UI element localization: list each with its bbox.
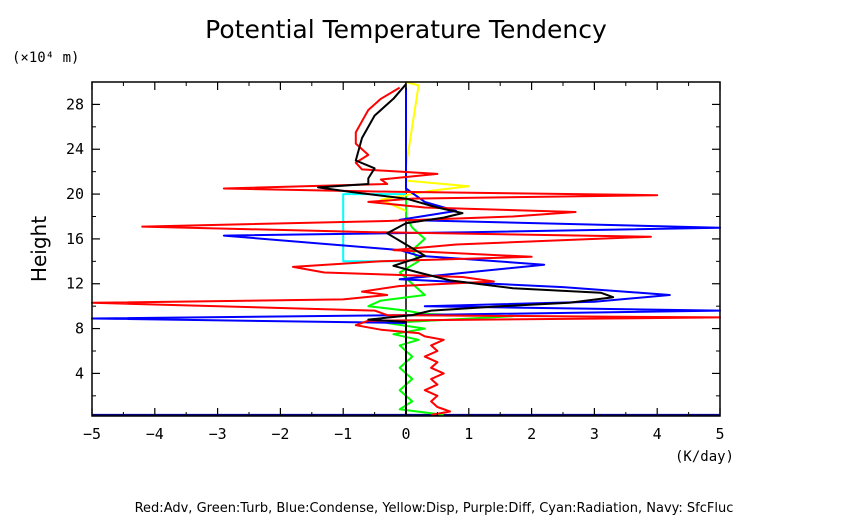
chart-title: Potential Temperature Tendency (205, 15, 607, 44)
x-tick-label: −3 (209, 425, 227, 443)
x-tick-label: 2 (527, 425, 536, 443)
x-tick-label: 0 (401, 425, 410, 443)
y-tick-label: 24 (66, 140, 84, 158)
series-line-disp (379, 81, 470, 212)
x-tick-label: −4 (146, 425, 164, 443)
y-axis: 4 8 12 16 20 24 28 (66, 81, 720, 397)
x-tick-label: 3 (590, 425, 599, 443)
x-tick-label: −1 (334, 425, 352, 443)
y-tick-label: 12 (66, 275, 84, 293)
y-tick-label: 16 (66, 230, 84, 248)
x-axis-label: (K/day) (675, 449, 734, 465)
y-tick-label: 4 (75, 364, 84, 382)
series-line-adv (91, 86, 721, 416)
y-tick-label: 28 (66, 95, 84, 113)
y-axis-unit: (×10⁴ m) (12, 50, 79, 66)
y-tick-label: 8 (75, 320, 84, 338)
y-axis-label: Height (27, 216, 51, 282)
legend-note: Red:Adv, Green:Turb, Blue:Condense, Yell… (135, 501, 734, 516)
x-tick-label: 1 (464, 425, 473, 443)
series-line-condense (91, 87, 721, 415)
series-line-black (317, 83, 615, 415)
x-tick-label: −2 (271, 425, 289, 443)
x-tick-label: 4 (653, 425, 662, 443)
x-tick-label: −5 (83, 425, 101, 443)
x-tick-label: 5 (715, 425, 724, 443)
series-layer (91, 81, 721, 416)
x-axis: −5 −4 −3 −2 −1 0 1 2 3 4 5 (83, 82, 725, 443)
y-tick-label: 20 (66, 185, 84, 203)
